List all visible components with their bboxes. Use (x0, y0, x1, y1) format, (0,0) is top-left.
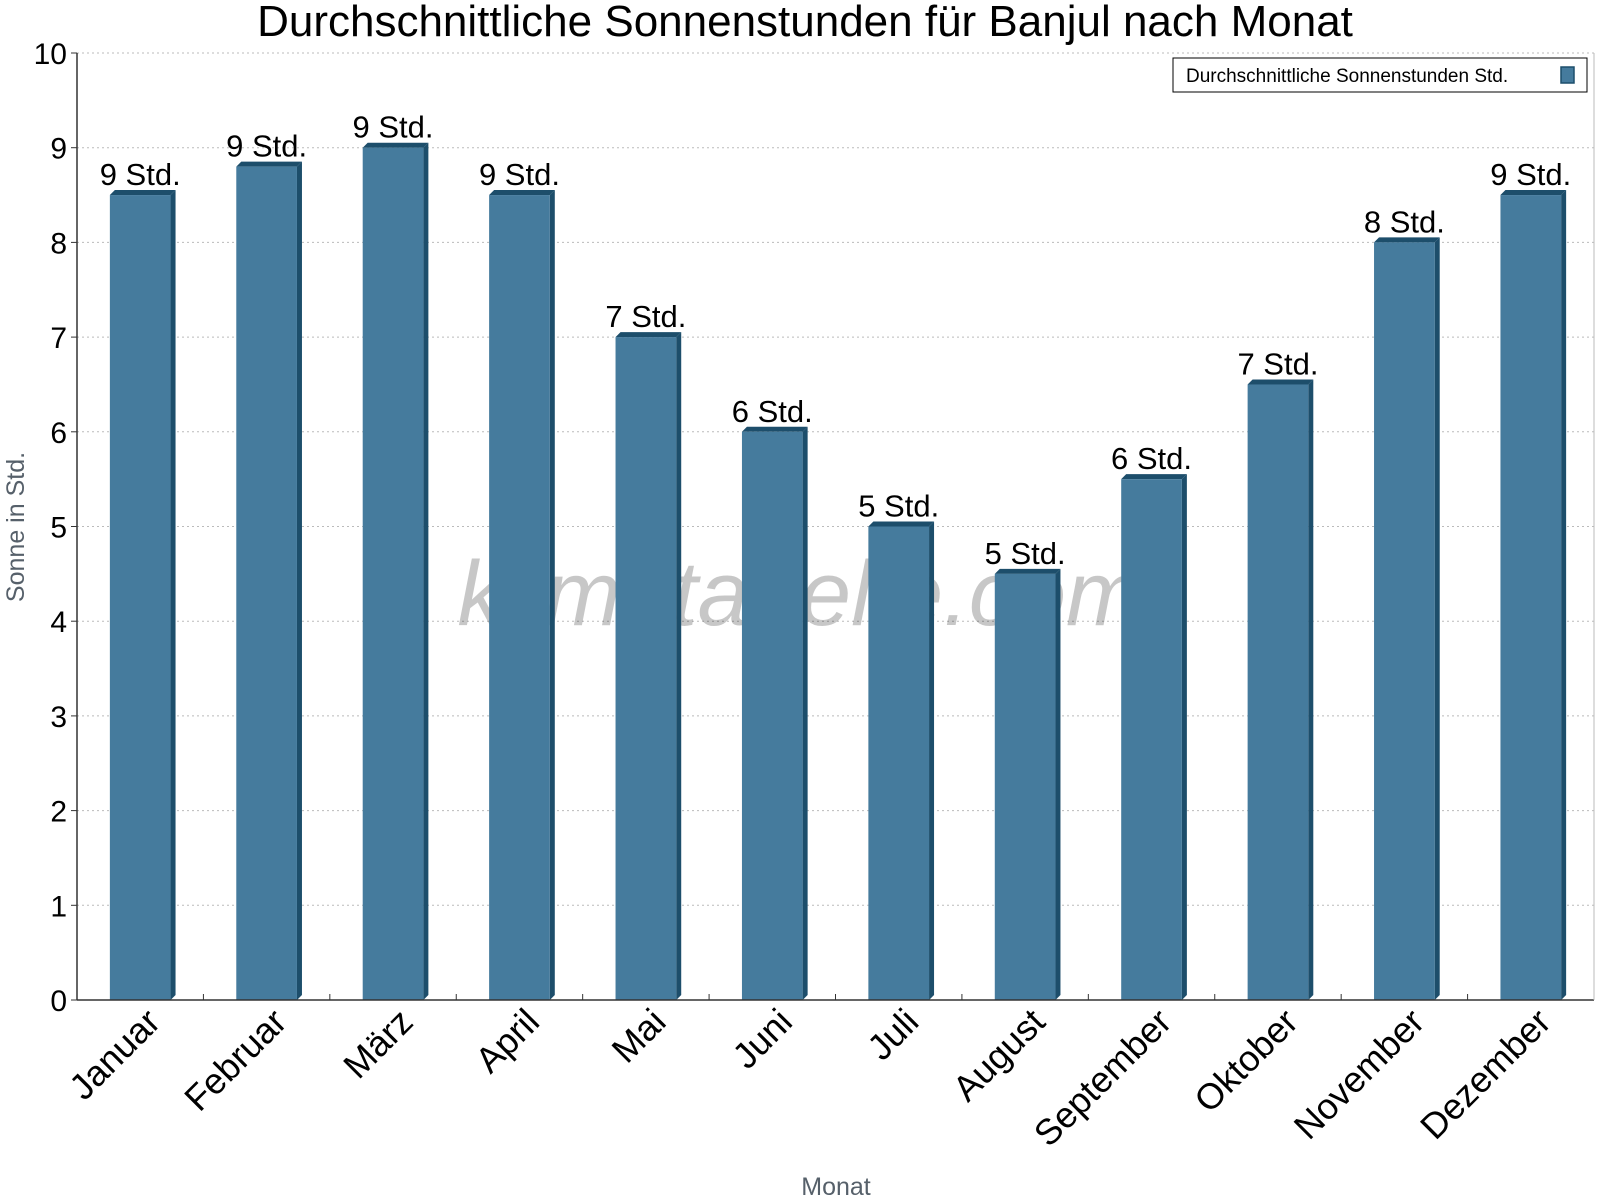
x-tick-label: September (1026, 1001, 1180, 1155)
bar (1374, 242, 1435, 1000)
bar-top (615, 332, 682, 338)
y-tick-label: 7 (50, 322, 67, 355)
data-label: 8 Std. (1364, 204, 1445, 239)
data-label: 9 Std. (353, 110, 434, 145)
legend: Durchschnittliche Sonnenstunden Std. (1172, 57, 1588, 93)
data-label: 7 Std. (605, 299, 686, 334)
bar-side (1181, 474, 1187, 1000)
bar-November (1374, 237, 1440, 1000)
legend-box (1172, 57, 1588, 93)
bar-side (1055, 568, 1061, 1000)
chart-title: Durchschnittliche Sonnenstunden für Banj… (257, 0, 1353, 46)
y-tick-label: 9 (50, 133, 67, 166)
y-tick-label: 10 (34, 38, 67, 71)
data-label: 9 Std. (1490, 157, 1571, 192)
bar (868, 526, 930, 1000)
y-tick-label: 6 (50, 417, 67, 450)
y-tick-label: 4 (50, 606, 67, 639)
y-tick-label: 8 (50, 227, 67, 260)
bar (741, 431, 803, 1000)
y-tick-label: 5 (50, 512, 67, 545)
y-tick-label: 3 (50, 701, 67, 734)
bar-Dezember (1500, 190, 1567, 1001)
bar (109, 195, 171, 1001)
x-tick-label: August (945, 1001, 1053, 1109)
bar-top (994, 568, 1061, 574)
bar-Juli (868, 521, 935, 1000)
bar-side (170, 190, 176, 1001)
bar (615, 337, 677, 1001)
x-tick-label: Februar (176, 1001, 294, 1119)
y-axis-label: Sonne in Std. (2, 452, 30, 602)
bar-Februar (236, 161, 302, 1000)
bar-top (362, 142, 429, 148)
bar (1500, 195, 1562, 1001)
bar-top (109, 190, 176, 196)
bar-side (802, 426, 808, 1000)
bar-top (236, 161, 302, 167)
bar-side (1434, 237, 1440, 1000)
bar-side (1561, 190, 1567, 1001)
bar-top (489, 190, 555, 196)
bar-April (489, 190, 555, 1001)
bar-August (994, 568, 1061, 1000)
gridlines (77, 52, 1594, 906)
x-tick-label: Juni (724, 1001, 800, 1077)
data-label: 5 Std. (858, 489, 939, 524)
x-axis-label: Monat (801, 1173, 871, 1200)
bar-top (741, 426, 808, 432)
data-label: 6 Std. (1111, 441, 1192, 476)
bar-top (868, 521, 935, 527)
y-tick-label: 2 (50, 796, 67, 829)
bar (236, 166, 297, 1000)
data-label: 7 Std. (1237, 346, 1318, 381)
bar-side (929, 521, 935, 1000)
data-label: 5 Std. (985, 536, 1066, 571)
bar-side (1308, 379, 1314, 1000)
bar-side (676, 332, 682, 1001)
bar-Januar (109, 190, 176, 1001)
axes (76, 53, 1595, 1001)
bar-side (423, 142, 429, 1000)
bar-side (549, 190, 555, 1001)
bar (1121, 479, 1182, 1000)
bar (362, 147, 424, 1000)
data-label: 9 Std. (479, 157, 560, 192)
bar (489, 195, 550, 1001)
x-tick-label: März (335, 1001, 421, 1087)
data-label: 9 Std. (100, 157, 181, 192)
x-tick-label: April (467, 1001, 547, 1081)
bar-top (1500, 190, 1567, 196)
bar-Juni (741, 426, 808, 1000)
x-tick-label: Mai (604, 1001, 674, 1071)
x-axis-ticks: Januar Februar März April Mai Juni Juli AugustS… (61, 994, 1558, 1154)
bar-top (1247, 379, 1314, 385)
bar-side (296, 161, 302, 1000)
y-tick-label: 1 (50, 890, 67, 923)
x-tick-label: Januar (61, 1001, 168, 1108)
y-axis-ticks: 0 1 2 3 4 5 6 7 8 9 10 (34, 38, 77, 1018)
data-label: 9 Std. (226, 129, 307, 164)
bar (994, 573, 1056, 1000)
x-tick-label: Juli (859, 1001, 926, 1068)
x-tick-label: Oktober (1186, 1001, 1306, 1121)
x-tick-label: November (1286, 1001, 1432, 1147)
legend-swatch (1560, 66, 1575, 84)
data-labels: 9 Std. 9 Std. 9 Std. 9 Std. 7 Std. 6 Std. 5 St… (100, 110, 1572, 571)
bar-top (1121, 474, 1187, 480)
data-label: 6 Std. (732, 394, 813, 429)
bar-top (1374, 237, 1440, 243)
y-tick-label: 0 (50, 985, 67, 1018)
x-tick-label: Dezember (1412, 1001, 1558, 1147)
bar-September (1121, 474, 1187, 1000)
bars (109, 142, 1567, 1001)
bar (1247, 384, 1309, 1000)
legend-label: Durchschnittliche Sonnenstunden Std. (1186, 66, 1508, 87)
bar-März (362, 142, 429, 1000)
bar-Oktober (1247, 379, 1314, 1000)
bar-Mai (615, 332, 682, 1001)
